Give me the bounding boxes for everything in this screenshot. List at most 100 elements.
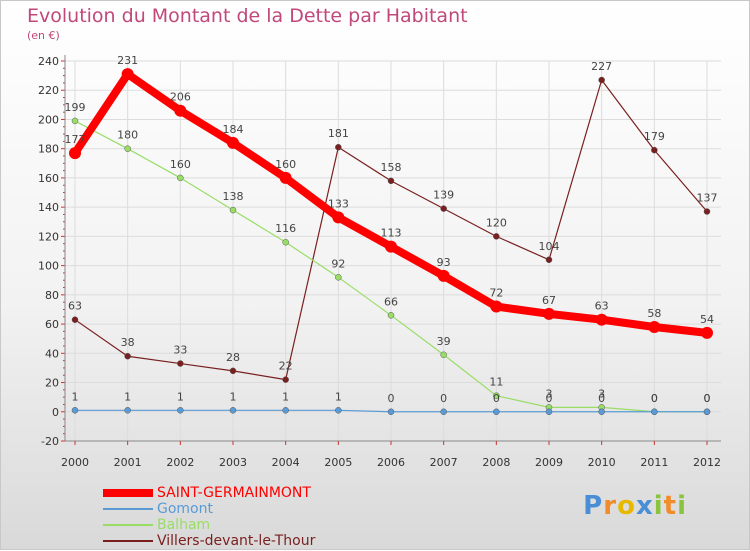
- data-label: 181: [328, 127, 349, 140]
- chart-title: Evolution du Montant de la Dette par Hab…: [27, 5, 468, 27]
- data-label: 72: [489, 287, 503, 300]
- data-point: [387, 177, 395, 185]
- y-tick-label: 100: [38, 260, 59, 273]
- data-point: [177, 407, 184, 414]
- x-tick-label: 2003: [219, 456, 247, 469]
- data-label: 92: [331, 257, 345, 270]
- x-tick-label: 2004: [272, 456, 300, 469]
- data-label: 11: [489, 376, 503, 389]
- data-label: 113: [381, 227, 402, 240]
- x-tick-label: 2000: [61, 456, 89, 469]
- data-point: [545, 256, 553, 264]
- data-label: 63: [595, 300, 609, 313]
- data-point: [335, 274, 342, 281]
- data-label: 1: [124, 390, 131, 403]
- data-point: [282, 407, 289, 414]
- data-label: 160: [170, 158, 191, 171]
- data-label: 1: [335, 390, 342, 403]
- data-point: [651, 408, 658, 416]
- data-label: 0: [440, 392, 447, 405]
- data-label: 116: [275, 222, 296, 235]
- legend-swatch: [103, 508, 153, 510]
- data-point: [493, 233, 500, 240]
- data-point: [493, 408, 500, 416]
- data-label: 22: [279, 360, 293, 373]
- data-label: 199: [65, 101, 86, 114]
- data-point: [595, 313, 608, 326]
- x-tick-label: 2010: [588, 456, 616, 469]
- data-point: [229, 367, 237, 375]
- data-label: 0: [651, 392, 658, 405]
- legend-swatch: [103, 540, 153, 542]
- data-label: 227: [591, 60, 612, 73]
- legend-label: Gomont: [157, 501, 213, 517]
- data-point: [703, 208, 711, 215]
- data-point: [229, 206, 237, 214]
- data-point: [598, 408, 605, 416]
- y-tick-label: 80: [45, 289, 59, 302]
- data-label: 0: [704, 392, 711, 405]
- logo-letter: i: [677, 491, 687, 521]
- data-label: 184: [223, 123, 244, 136]
- data-label: 0: [493, 392, 500, 405]
- x-tick-label: 2002: [166, 456, 194, 469]
- data-point: [121, 68, 134, 81]
- logo-letter: i: [653, 491, 664, 521]
- logo-letter: P: [583, 491, 604, 521]
- data-point: [651, 146, 658, 154]
- y-tick-label: 240: [38, 55, 59, 68]
- data-label: 0: [598, 392, 605, 405]
- data-label: 179: [644, 130, 665, 143]
- data-label: 1: [230, 390, 237, 403]
- logo-letter: t: [663, 491, 678, 521]
- data-point: [437, 269, 450, 282]
- y-tick-label: 160: [38, 172, 59, 185]
- x-tick-label: 2009: [535, 456, 563, 469]
- y-tick-label: 0: [52, 406, 59, 419]
- logo-letter: o: [617, 491, 636, 521]
- data-label: 67: [542, 294, 556, 307]
- proxiti-logo: Proxiti: [583, 491, 687, 521]
- y-tick-label: 220: [38, 84, 59, 97]
- data-point: [71, 316, 79, 323]
- data-point: [124, 352, 131, 360]
- data-label: 66: [384, 295, 398, 308]
- data-point: [124, 145, 131, 152]
- legend-swatch: [103, 524, 153, 526]
- legend-item: Balham: [103, 517, 315, 533]
- data-label: 180: [117, 129, 138, 142]
- data-point: [648, 321, 661, 333]
- data-point: [335, 143, 342, 151]
- x-tick-label: 2007: [430, 456, 458, 469]
- x-tick-label: 2012: [693, 456, 721, 469]
- logo-letter: x: [635, 491, 654, 521]
- data-label: 0: [651, 392, 658, 405]
- data-point: [703, 408, 711, 416]
- y-tick-label: 20: [45, 377, 59, 390]
- data-label: 54: [700, 313, 714, 326]
- data-point: [440, 351, 447, 359]
- data-label: 0: [546, 392, 553, 405]
- data-point: [227, 136, 239, 149]
- data-point: [124, 407, 131, 414]
- data-label: 0: [388, 392, 395, 405]
- logo-letter: r: [603, 491, 618, 521]
- data-point: [174, 104, 187, 117]
- data-label: 231: [117, 54, 138, 67]
- data-point: [440, 205, 447, 212]
- data-point: [440, 408, 447, 416]
- data-label: 38: [121, 336, 135, 349]
- data-point: [177, 360, 184, 367]
- chart-subtitle: (en €): [27, 29, 60, 42]
- data-label: 139: [433, 189, 454, 202]
- data-label: 1: [177, 390, 184, 403]
- y-tick-label: 40: [45, 347, 59, 360]
- y-tick-label: -20: [41, 435, 59, 448]
- data-label: 28: [226, 351, 240, 364]
- y-tick-label: 60: [45, 318, 59, 331]
- data-label: 158: [381, 161, 402, 174]
- x-tick-label: 2011: [640, 456, 668, 469]
- legend-swatch: [103, 489, 153, 497]
- data-label: 58: [647, 307, 661, 320]
- data-point: [387, 312, 395, 319]
